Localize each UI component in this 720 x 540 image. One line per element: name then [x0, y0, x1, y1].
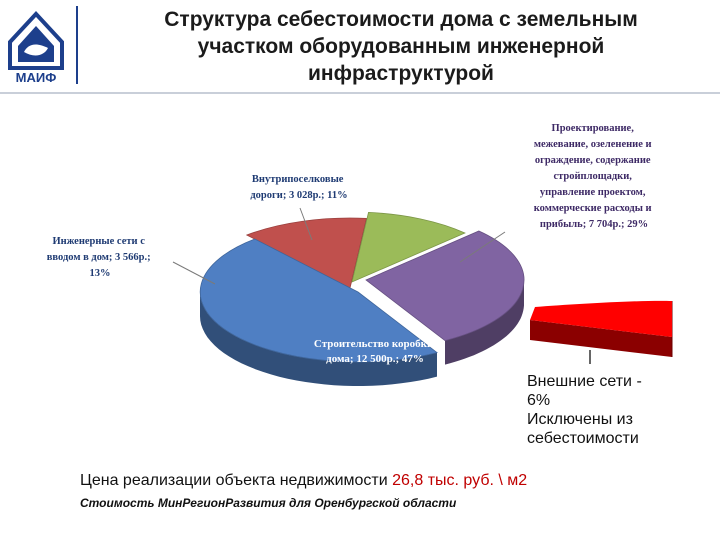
excluded-slice-side [530, 320, 672, 357]
price-prefix: Цена реализации объекта недвижимости [80, 472, 393, 489]
logo-text: МАИФ [16, 70, 57, 84]
maif-logo: МАИФ [8, 11, 64, 84]
pie-slice-side [445, 278, 524, 365]
pie-slice-roads [351, 211, 466, 283]
leader-line-design [459, 231, 506, 263]
pie-slice-utilities [245, 217, 368, 289]
leader-line-roads [299, 207, 313, 241]
leader-line-utilities [172, 261, 216, 285]
pie-slice-top [365, 230, 525, 342]
slide-header: МАИФ Структура себестоимости дома с земе… [0, 0, 720, 92]
title-line-3: инфраструктурой [308, 62, 494, 85]
slice-label-construction: Строительство коробки дома; 12 500р.; 47… [314, 338, 436, 365]
price-value: 26,8 тыс. руб. \ м2 [392, 472, 528, 489]
logo-divider [76, 6, 78, 84]
pie-layer [199, 211, 525, 386]
excluded-slice-top [530, 300, 672, 337]
pie-slice-construction [199, 238, 438, 386]
slice-label-design: Проектирование, межевание, озеленение и … [534, 123, 654, 230]
pie-slice-design [365, 230, 525, 365]
sale-price-line: Цена реализации объекта недвижимости 26,… [80, 472, 527, 490]
page-title: Структура себестоимости дома с земельным… [96, 6, 706, 87]
pie-slice-top [245, 217, 368, 289]
pie-slice-top [199, 238, 438, 363]
slice-label-utilities: Инженерные сети с вводом в дом; 3 566р.;… [47, 236, 154, 279]
pie-slice-top [351, 211, 466, 283]
title-line-1: Структура себестоимости дома с земельным [164, 8, 638, 31]
cost-structure-pie-chart: Строительство коробки дома; 12 500р.; 47… [47, 123, 673, 386]
source-note: Стоимость МинРегионРазвития для Оренбург… [80, 496, 457, 510]
header-divider [0, 92, 720, 94]
pie-slice-side [200, 292, 437, 386]
title-line-2: участком оборудованным инженерной [197, 35, 605, 58]
excluded-note: Внешние сети - 6% Исключены из себестоим… [527, 373, 642, 447]
excluded-slice [530, 300, 673, 364]
slice-label-roads: Внутрипоселковые дороги; 3 028р.; 11% [250, 174, 347, 201]
